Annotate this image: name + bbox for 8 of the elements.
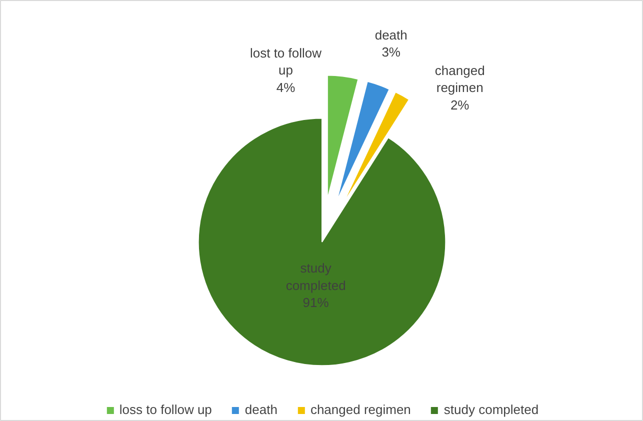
legend-label: study completed	[444, 402, 539, 417]
data-label: study completed 91%	[286, 260, 346, 310]
legend-label: loss to follow up	[119, 402, 212, 417]
data-label: lost to follow up 4%	[250, 45, 322, 95]
data-label: changed regimen 2%	[434, 62, 485, 112]
data-label: death 3%	[374, 27, 408, 60]
legend-label: death	[244, 402, 278, 417]
legend-label: changed regimen	[310, 402, 411, 417]
